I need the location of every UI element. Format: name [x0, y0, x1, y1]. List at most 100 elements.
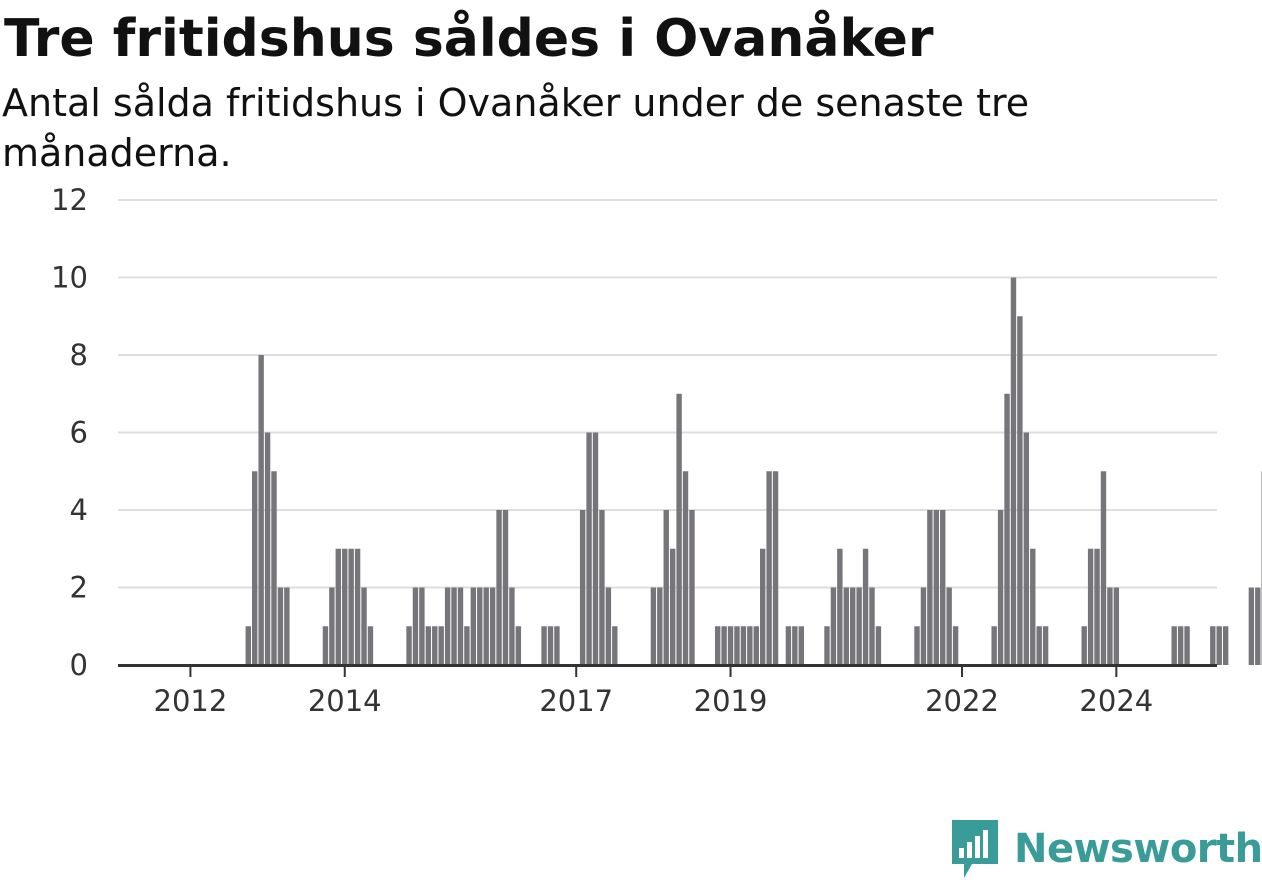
- bar: [361, 588, 366, 666]
- bar: [856, 588, 861, 666]
- bar: [831, 588, 836, 666]
- bar: [271, 471, 276, 665]
- bar: [876, 626, 881, 665]
- bar: [258, 355, 263, 665]
- bar: [741, 626, 746, 665]
- bar: [657, 588, 662, 666]
- bar: [1030, 549, 1035, 665]
- bar: [342, 549, 347, 665]
- bar: [766, 471, 771, 665]
- bar: [355, 549, 360, 665]
- bar: [1043, 626, 1048, 665]
- newsworthy-logo: Newsworthy: [950, 818, 1262, 880]
- bar: [1094, 549, 1099, 665]
- bar: [844, 588, 849, 666]
- bar: [754, 626, 759, 665]
- bar: [850, 588, 855, 666]
- bar: [934, 510, 939, 665]
- bar: [541, 626, 546, 665]
- bar: [419, 588, 424, 666]
- bar: [1255, 588, 1260, 666]
- bar: [998, 510, 1003, 665]
- bar: [503, 510, 508, 665]
- bar: [606, 588, 611, 666]
- bar: [1184, 626, 1189, 665]
- bar: [471, 588, 476, 666]
- bar: [914, 626, 919, 665]
- bar: [1017, 316, 1022, 665]
- bar: [490, 588, 495, 666]
- bar: [586, 433, 591, 666]
- y-tick-label: 6: [70, 416, 88, 450]
- bar: [1223, 626, 1228, 665]
- bar: [252, 471, 257, 665]
- bar: [599, 510, 604, 665]
- x-tick-label: 2014: [308, 684, 382, 718]
- bar: [760, 549, 765, 665]
- bar-chart-logo-icon: [950, 818, 1000, 880]
- bars: [246, 278, 1262, 666]
- bar: [496, 510, 501, 665]
- y-tick-label: 12: [51, 183, 88, 217]
- bar: [728, 626, 733, 665]
- bar: [323, 626, 328, 665]
- bar: [651, 588, 656, 666]
- bar: [773, 471, 778, 665]
- bar: [329, 588, 334, 666]
- y-tick-label: 8: [70, 338, 88, 372]
- bar: [426, 626, 431, 665]
- bar: [683, 471, 688, 665]
- chart-title: Tre fritidshus såldes i Ovanåker: [4, 6, 934, 72]
- bar: [946, 588, 951, 666]
- bar: [438, 626, 443, 665]
- bar: [1178, 626, 1183, 665]
- bar: [548, 626, 553, 665]
- bar: [721, 626, 726, 665]
- bar: [715, 626, 720, 665]
- bar: [940, 510, 945, 665]
- bar: [863, 549, 868, 665]
- gridlines: 0 2 4 6 8 10 12: [51, 183, 1217, 682]
- logo-text: Newsworthy: [1014, 826, 1262, 872]
- bar: [1249, 588, 1254, 666]
- bar: [348, 549, 353, 665]
- bar: [246, 626, 251, 665]
- bar: [1107, 588, 1112, 666]
- bar: [1101, 471, 1106, 665]
- bar: [464, 626, 469, 665]
- x-tick-label: 2019: [694, 684, 768, 718]
- bar: [927, 510, 932, 665]
- bar: [869, 588, 874, 666]
- bar: [1217, 626, 1222, 665]
- chart-subtitle: Antal sålda fritidshus i Ovanåker under …: [2, 78, 1222, 178]
- bar: [991, 626, 996, 665]
- bar: [837, 549, 842, 665]
- bar: [824, 626, 829, 665]
- y-tick-label: 10: [51, 261, 88, 295]
- bar: [689, 510, 694, 665]
- bar: [284, 588, 289, 666]
- y-tick-label: 0: [70, 648, 88, 682]
- bar: [1114, 588, 1119, 666]
- bar: [445, 588, 450, 666]
- y-tick-label: 2: [70, 571, 88, 605]
- bar: [509, 588, 514, 666]
- x-tick-label: 2024: [1079, 684, 1153, 718]
- bar: [413, 588, 418, 666]
- bar: [477, 588, 482, 666]
- bar: [1011, 278, 1016, 666]
- bar: [1172, 626, 1177, 665]
- bar: [799, 626, 804, 665]
- x-tick-label: 2022: [925, 684, 999, 718]
- bar: [664, 510, 669, 665]
- bar: [1081, 626, 1086, 665]
- bar: [484, 588, 489, 666]
- bar: [676, 394, 681, 665]
- bar: [792, 626, 797, 665]
- bar: [336, 549, 341, 665]
- bar: [432, 626, 437, 665]
- y-tick-label: 4: [70, 493, 88, 527]
- bar: [368, 626, 373, 665]
